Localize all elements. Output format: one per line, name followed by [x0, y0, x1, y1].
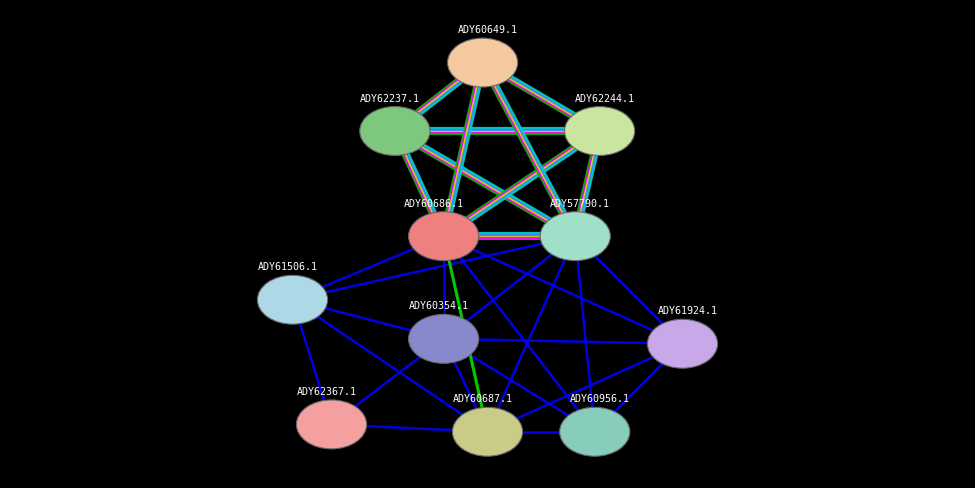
Text: ADY60687.1: ADY60687.1 — [452, 394, 513, 404]
Ellipse shape — [448, 39, 518, 88]
Ellipse shape — [560, 407, 630, 456]
Text: ADY62237.1: ADY62237.1 — [360, 94, 420, 103]
Text: ADY61924.1: ADY61924.1 — [657, 306, 718, 316]
Text: ADY57790.1: ADY57790.1 — [550, 199, 610, 208]
Ellipse shape — [409, 212, 479, 261]
Text: ADY60354.1: ADY60354.1 — [409, 301, 469, 311]
Text: ADY62367.1: ADY62367.1 — [296, 386, 357, 396]
Ellipse shape — [565, 107, 635, 156]
Ellipse shape — [452, 407, 523, 456]
Ellipse shape — [296, 400, 367, 449]
Text: ADY60956.1: ADY60956.1 — [569, 394, 630, 404]
Text: ADY62244.1: ADY62244.1 — [574, 94, 635, 103]
Ellipse shape — [360, 107, 430, 156]
Ellipse shape — [257, 276, 328, 325]
Ellipse shape — [540, 212, 610, 261]
Ellipse shape — [409, 315, 479, 364]
Ellipse shape — [647, 320, 718, 368]
Text: ADY61506.1: ADY61506.1 — [257, 262, 318, 272]
Text: ADY60649.1: ADY60649.1 — [457, 25, 518, 35]
Text: ADY60686.1: ADY60686.1 — [404, 199, 464, 208]
